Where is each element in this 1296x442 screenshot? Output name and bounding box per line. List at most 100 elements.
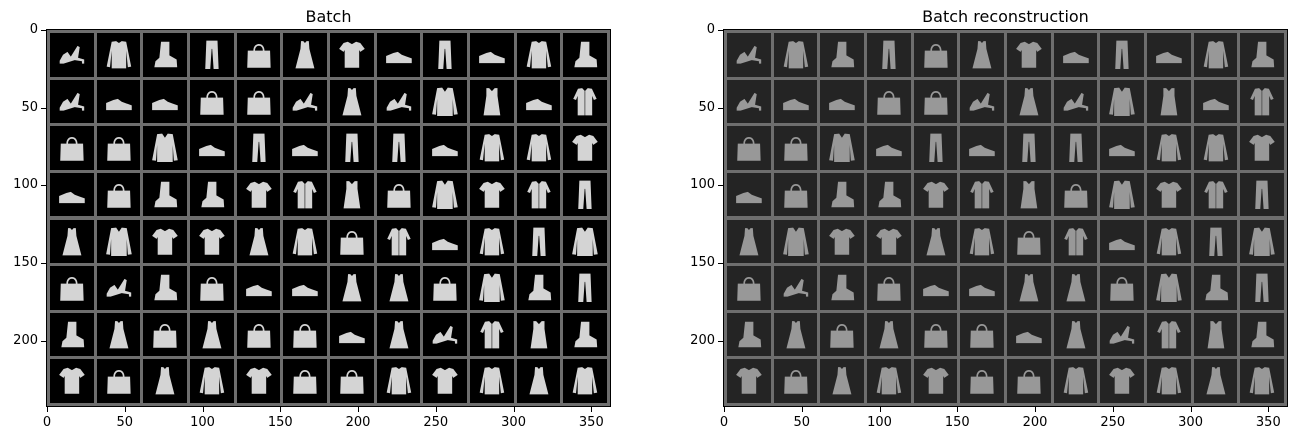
grid-cell <box>1147 33 1191 77</box>
sweater-icon <box>969 227 995 255</box>
sneaker-icon <box>736 191 762 203</box>
dress-icon <box>528 367 548 395</box>
bag-icon <box>340 230 364 255</box>
x-tick-label: 200 <box>1022 415 1048 430</box>
y-tick-label: 50 <box>21 99 38 115</box>
coat-icon <box>572 227 598 256</box>
coat-icon <box>1109 180 1135 209</box>
x-tick-label: 0 <box>42 415 52 430</box>
grid-cell <box>190 312 234 357</box>
boot-icon <box>831 274 855 301</box>
trouser-icon <box>1022 133 1036 163</box>
grid-cell <box>1053 33 1098 77</box>
grid-cell <box>1007 172 1051 217</box>
grid-cell <box>913 312 958 357</box>
coat-icon <box>782 227 809 256</box>
boot-icon <box>201 181 225 208</box>
trouser-icon <box>928 133 943 163</box>
grid-cell <box>143 312 187 357</box>
bag-icon <box>246 323 271 348</box>
grid-cell <box>727 79 771 124</box>
top-icon <box>1020 181 1038 209</box>
trouser-icon <box>578 180 592 209</box>
bag-icon <box>923 44 948 68</box>
grid-cell <box>1053 359 1098 403</box>
grid-cell <box>96 312 141 357</box>
grid-cell <box>423 172 467 217</box>
x-tick-mark <box>358 407 360 412</box>
bag-icon <box>200 90 224 115</box>
grid-cell <box>96 219 141 264</box>
y-tick-label: 100 <box>690 177 715 193</box>
grid-cell <box>913 359 958 403</box>
grid-cell <box>867 266 911 310</box>
trouser-icon <box>438 40 452 70</box>
bag-icon <box>60 277 84 301</box>
bag-icon <box>970 370 994 395</box>
shirt-icon <box>573 87 597 116</box>
grid-cell <box>773 359 818 403</box>
tshirt-icon <box>829 228 855 255</box>
grid-cell <box>563 33 607 77</box>
bag-icon <box>153 323 177 348</box>
grid-cell <box>330 266 374 310</box>
bag-icon <box>433 277 457 301</box>
tshirt-icon <box>1249 135 1275 162</box>
grid-cell <box>1053 219 1098 264</box>
x-tick-mark <box>513 407 515 412</box>
dress-icon <box>1019 87 1039 116</box>
x-tick-label: 250 <box>423 415 449 430</box>
grid-cell <box>190 172 234 217</box>
sandal-icon <box>432 325 458 344</box>
bag-icon <box>970 323 994 348</box>
grid-cell <box>516 219 561 264</box>
sneaker-icon <box>1109 145 1135 157</box>
sweater-icon <box>1063 367 1088 395</box>
grid-cell <box>470 126 514 170</box>
bag-icon <box>783 370 808 395</box>
grid-cell <box>376 219 421 264</box>
grid-cell <box>1100 126 1144 170</box>
shirt-icon <box>1157 320 1181 349</box>
boot-icon <box>878 181 902 208</box>
sweater-icon <box>292 227 318 255</box>
top-icon <box>1207 320 1224 349</box>
bag-icon <box>877 277 901 301</box>
sweater-icon <box>479 367 505 395</box>
sneaker-icon <box>1155 51 1182 64</box>
grid-cell <box>1147 79 1191 124</box>
grid-cell <box>470 172 514 217</box>
coat-icon <box>1249 227 1275 256</box>
grid-cell <box>1007 126 1051 170</box>
grid-cell <box>1007 33 1051 77</box>
grid-cell <box>330 219 374 264</box>
sweater-icon <box>1249 367 1275 395</box>
x-tick-label: 0 <box>719 415 729 430</box>
x-tick-mark <box>879 407 881 412</box>
y-tick-mark <box>41 30 46 31</box>
grid-cell <box>283 33 327 77</box>
sneaker-icon <box>922 284 949 297</box>
sweater-icon <box>1156 134 1182 162</box>
x-tick-mark <box>591 407 593 412</box>
y-tick-label: 50 <box>698 99 715 115</box>
sandal-icon <box>1063 92 1088 111</box>
grid-cell <box>330 312 374 357</box>
grid-cell <box>1240 312 1284 357</box>
dress-icon <box>1205 367 1225 395</box>
coat-icon <box>478 273 505 303</box>
bag-icon <box>1063 183 1088 208</box>
sweater-icon <box>1203 41 1228 69</box>
dress-icon <box>1065 320 1085 349</box>
grid-cell <box>1053 79 1098 124</box>
sneaker-icon <box>105 98 132 110</box>
tshirt-icon <box>876 228 902 255</box>
sweater-icon <box>876 367 902 395</box>
y-tick-mark <box>718 185 723 187</box>
grid-cell <box>1100 219 1144 264</box>
grid-cell <box>1147 266 1191 310</box>
sneaker-icon <box>338 331 365 343</box>
grid-cell <box>50 126 94 170</box>
